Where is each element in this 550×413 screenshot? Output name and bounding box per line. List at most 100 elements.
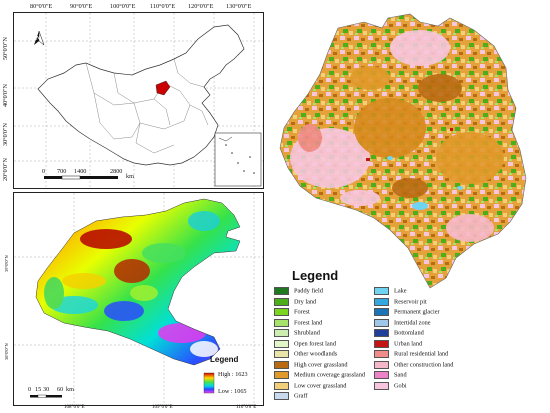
dem-lon-108: 108°0'0"E — [64, 405, 85, 410]
north-arrow-icon — [34, 30, 45, 46]
legend-swatch — [374, 381, 389, 390]
inset-scale-2800: 2800 — [110, 168, 123, 175]
legend-swatch — [374, 297, 389, 306]
legend-item: Bottomland — [374, 329, 424, 337]
legend-item: Gobi — [374, 381, 407, 390]
study-area-highlight — [155, 80, 171, 96]
legend-label: Other construction land — [394, 360, 454, 368]
landuse-map — [279, 13, 527, 289]
legend-label: Open forest land — [294, 339, 336, 347]
legend-item: Urban land — [374, 339, 423, 348]
dem-scale-0: 0 — [28, 386, 32, 393]
dem-scale-unit: km — [66, 386, 74, 393]
legend-item: Graff — [274, 392, 308, 400]
legend-item: Dry land — [274, 297, 317, 306]
legend-swatch — [274, 392, 289, 400]
legend-swatch — [374, 360, 389, 369]
china-map — [14, 13, 263, 188]
dem-scale-30: 30 — [43, 386, 50, 393]
legend-label: Shrubland — [294, 329, 320, 337]
legend-label: Permanent glacier — [394, 308, 440, 316]
inset-lat-20: 20°0'0"N — [2, 158, 9, 181]
dem-scale-60: 60 — [57, 386, 64, 393]
legend-swatch — [374, 329, 389, 337]
legend-swatch — [374, 350, 389, 358]
legend-swatch — [274, 371, 289, 379]
inset-lon-80: 80°0'0"E — [30, 3, 53, 10]
legend-label: Medium coverage grassland — [294, 371, 365, 379]
legend-label: Lake — [394, 287, 407, 295]
legend-item: Other construction land — [374, 360, 454, 369]
inset-lon-100: 100°0'0"E — [110, 3, 136, 10]
legend-item: Intertidal zone — [374, 318, 431, 327]
dem-high-label: High : 1623 — [218, 371, 248, 378]
legend-label: High cover grassland — [294, 360, 348, 368]
landuse-legend: Legend Paddy field Dry land Forest Forest l… — [270, 268, 548, 411]
legend-swatch — [274, 308, 289, 316]
legend-swatch — [274, 381, 289, 390]
legend-label: Forest — [294, 308, 310, 316]
legend-label: Gobi — [394, 381, 407, 389]
legend-swatch — [274, 360, 289, 369]
dem-scale-15: 15 — [35, 386, 42, 393]
legend-item: High cover grassland — [274, 360, 348, 369]
legend-swatch — [274, 297, 289, 306]
legend-swatch — [274, 318, 289, 327]
legend-swatch — [374, 287, 389, 295]
legend-label: Forest land — [294, 318, 323, 326]
legend-swatch — [374, 339, 389, 348]
legend-item: Rural residential land — [374, 350, 448, 358]
south-china-sea-inset — [214, 132, 262, 187]
legend-item: Lake — [374, 287, 407, 295]
inset-lon-120: 120°0'0"E — [188, 3, 214, 10]
legend-label: Rural residential land — [394, 350, 449, 358]
legend-item: Forest land — [274, 318, 323, 327]
legend-item: Paddy field — [274, 287, 323, 295]
dem-map-panel: Legend High : 1623 Low : 1065 0 15 30 60… — [13, 192, 264, 406]
legend-swatch — [374, 318, 389, 327]
legend-item: Open forest land — [274, 339, 336, 348]
dem-scale-bar — [30, 394, 62, 398]
legend-item: Other woodlands — [274, 350, 337, 358]
legend-label: Bottomland — [394, 329, 424, 337]
legend-item: Medium coverage grassland — [274, 371, 365, 379]
north-arrow-label: N — [36, 36, 41, 42]
inset-lat-40: 40°0'0"N — [2, 84, 9, 107]
inset-scale-unit: km — [126, 173, 134, 180]
inset-lon-90: 90°0'0"E — [70, 3, 93, 10]
dem-lon-109: 109°0'0"E — [152, 405, 173, 410]
legend-swatch — [274, 287, 289, 295]
legend-label: Intertidal zone — [394, 318, 431, 326]
legend-label: Low cover grassland — [294, 381, 347, 389]
legend-label: Urban land — [394, 339, 423, 347]
dem-lat-38: 38°0'0"N — [4, 343, 9, 360]
legend-item: Forest — [274, 308, 310, 316]
inset-scale-700: 700 — [57, 168, 67, 175]
inset-map-panel: N 0 700 1400 2800 km — [13, 12, 264, 189]
dem-low-label: Low : 1065 — [218, 388, 247, 395]
inset-scale-0: 0 — [42, 168, 46, 175]
legend-swatch — [274, 329, 289, 337]
dem-color-ramp — [203, 372, 215, 394]
china-outline — [37, 24, 245, 166]
legend-swatch — [274, 350, 289, 358]
legend-label: Dry land — [294, 297, 317, 305]
legend-item: Sand — [374, 371, 407, 379]
dem-raster — [14, 193, 263, 405]
landuse-legend-title: Legend — [292, 268, 339, 283]
dem-legend-title: Legend — [210, 355, 239, 364]
inset-lon-130: 130°0'0"E — [226, 3, 252, 10]
legend-label: Sand — [394, 371, 407, 379]
inset-lat-30: 30°0'0"N — [2, 123, 9, 146]
legend-swatch — [374, 308, 389, 316]
legend-item: Low cover grassland — [274, 381, 347, 390]
legend-item: Permanent glacier — [374, 308, 440, 316]
dem-lat-39: 39°0'0"N — [4, 255, 9, 272]
inset-scale-bar — [44, 175, 118, 180]
legend-swatch — [374, 371, 389, 379]
inset-lat-50: 50°0'0"N — [2, 37, 9, 60]
legend-label: Graff — [294, 392, 308, 400]
legend-item: Reservoir pit — [374, 297, 427, 306]
legend-swatch — [274, 339, 289, 348]
legend-item: Shrubland — [274, 329, 320, 337]
